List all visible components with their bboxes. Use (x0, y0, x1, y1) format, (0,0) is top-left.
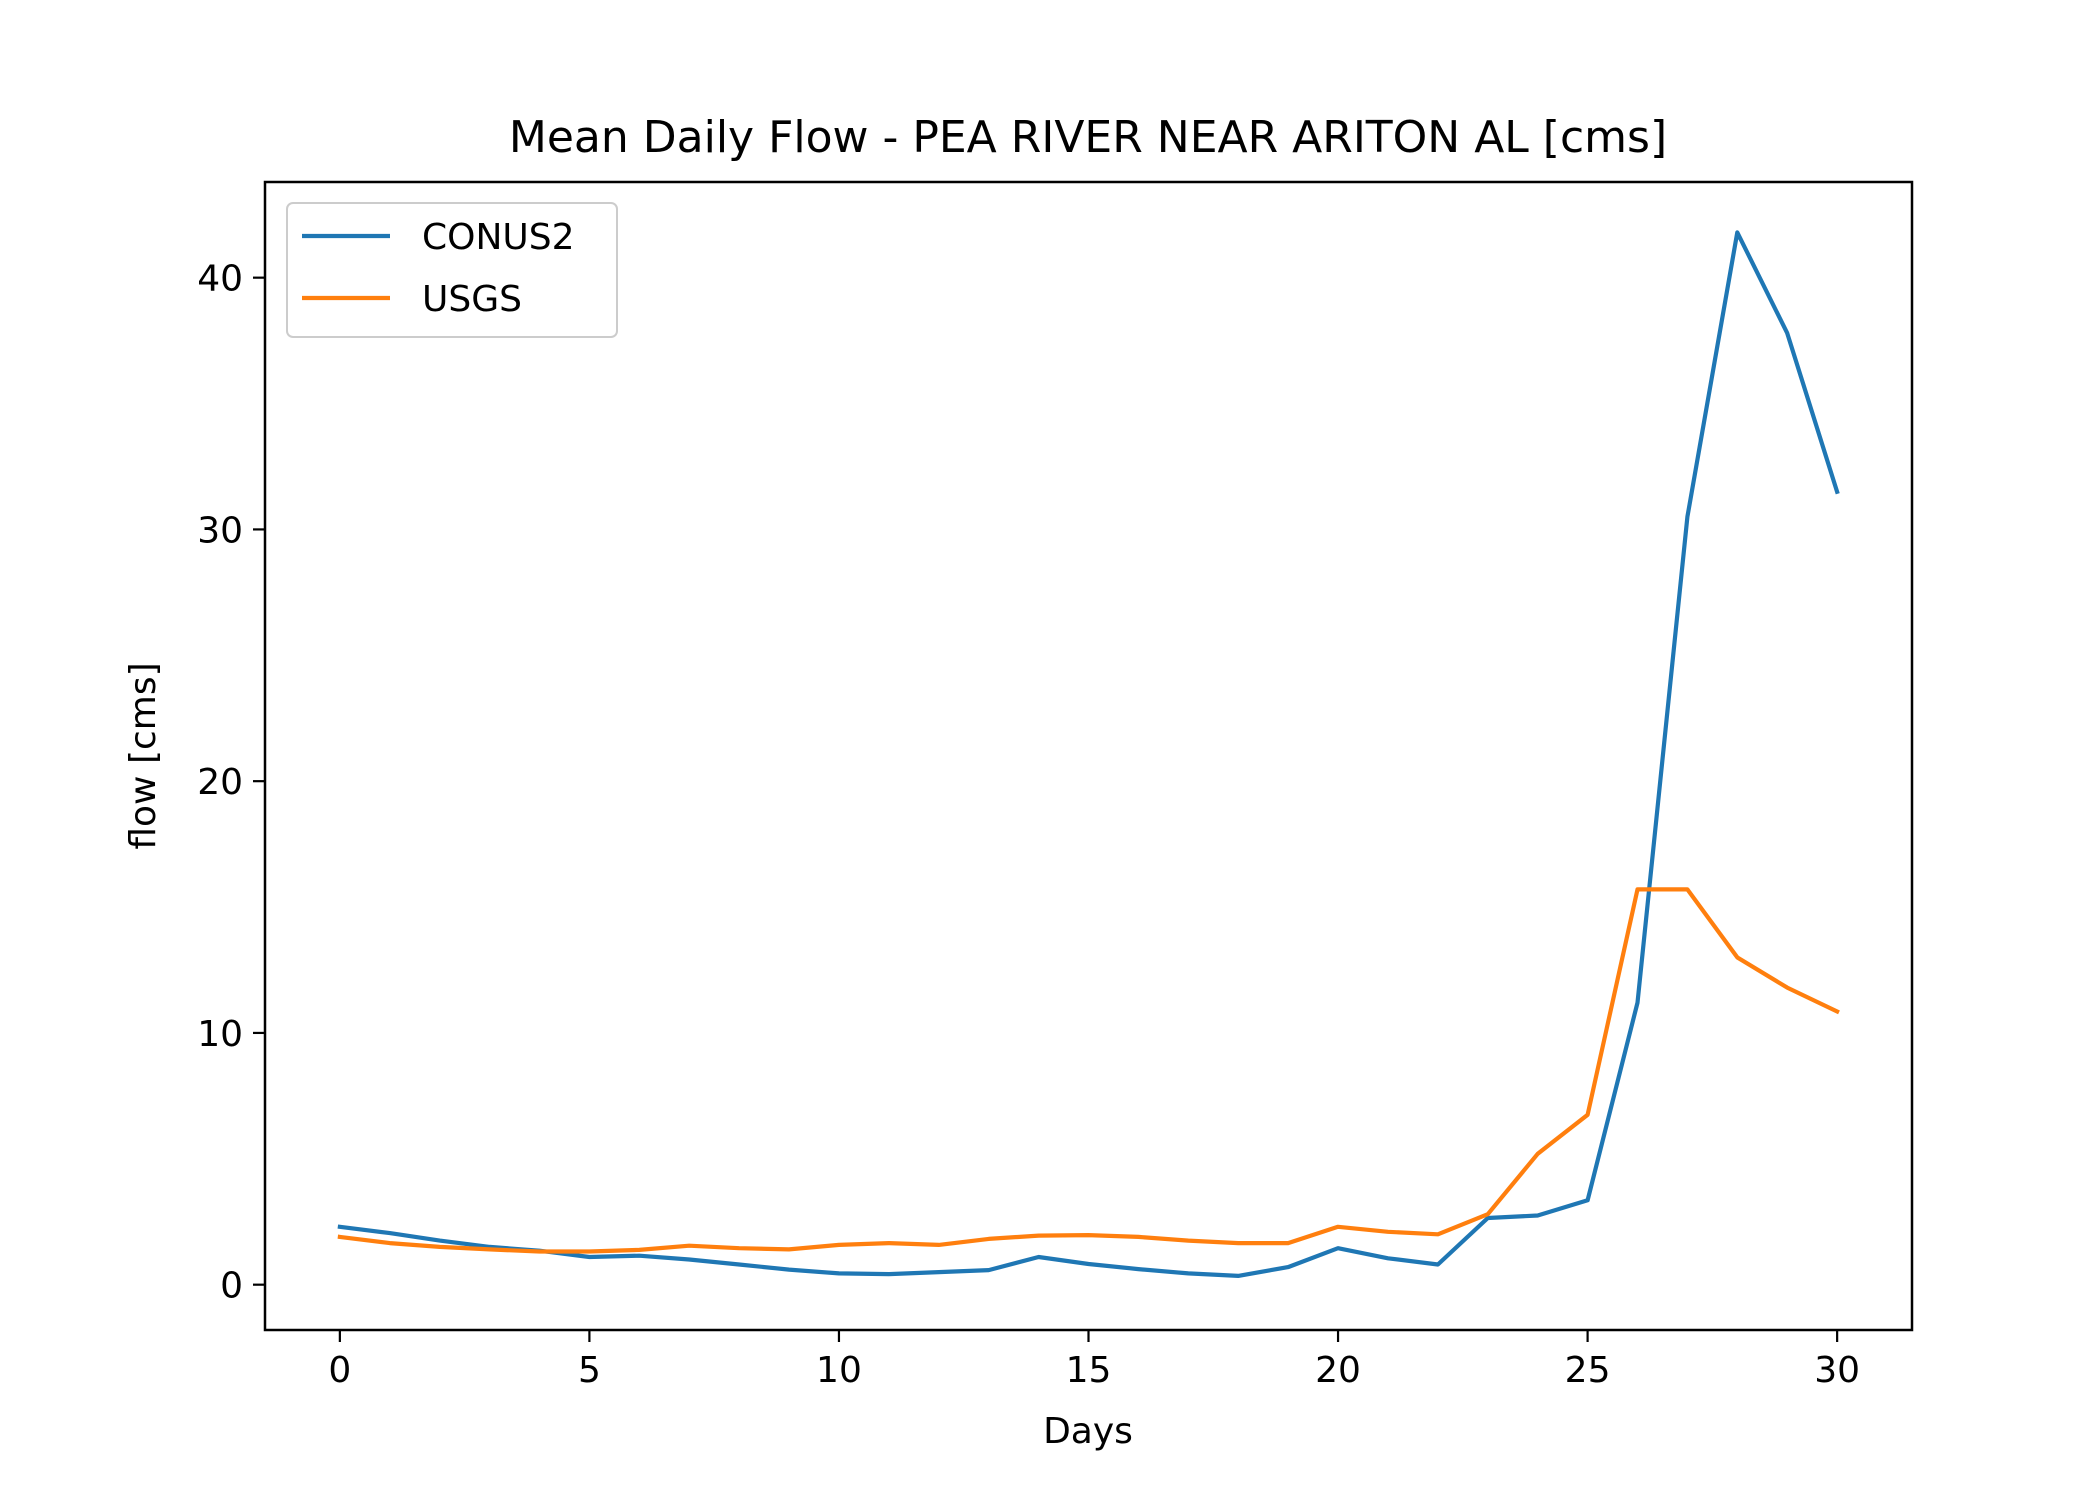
y-tick-label: 40 (197, 259, 243, 300)
y-tick-label: 20 (197, 762, 243, 803)
legend-label-usgs: USGS (422, 279, 522, 320)
legend: CONUS2 USGS (286, 202, 618, 338)
x-tick-label: 0 (328, 1350, 351, 1391)
y-tick-label: 30 (197, 510, 243, 551)
y-axis: 0 10 20 30 40 (197, 259, 265, 1307)
legend-label-conus2: CONUS2 (422, 217, 575, 258)
x-tick-label: 10 (816, 1350, 862, 1391)
x-axis-label: Days (1043, 1411, 1133, 1452)
y-tick-label: 0 (220, 1266, 243, 1307)
series-line-conus2 (337, 230, 1840, 1279)
y-axis-label: flow [cms] (123, 662, 164, 849)
x-tick-label: 15 (1066, 1350, 1112, 1391)
x-tick-label: 20 (1315, 1350, 1361, 1391)
chart-title: Mean Daily Flow - PEA RIVER NEAR ARITON … (509, 112, 1667, 163)
y-tick-label: 10 (197, 1014, 243, 1055)
series-line-usgs (337, 887, 1840, 1254)
x-tick-label: 30 (1814, 1350, 1860, 1391)
x-tick-label: 5 (578, 1350, 601, 1391)
x-tick-label: 25 (1565, 1350, 1611, 1391)
x-axis: 0 5 10 15 20 25 30 (328, 1330, 1860, 1391)
series-layer (337, 230, 1840, 1279)
